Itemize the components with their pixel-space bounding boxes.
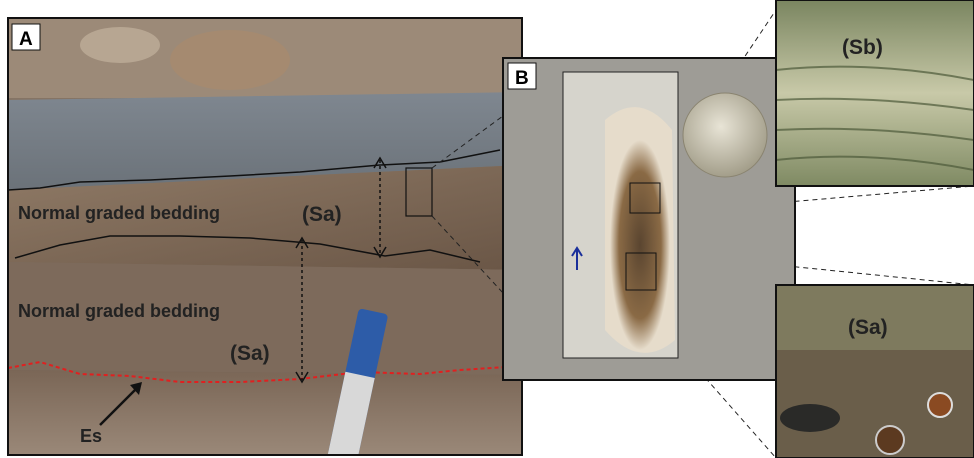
inset-label: (Sb) [842,36,883,59]
inset-top-photo [776,0,974,186]
panel-a-photo [8,18,522,458]
inset-label: (Sa) [848,316,888,339]
annotation: (Sa) [230,342,270,365]
annotation: (Sa) [302,203,342,226]
panel-b-photo [503,58,795,380]
annotation: Normal graded bedding [18,203,220,223]
annotation: Normal graded bedding [18,301,220,321]
annotation: Es [80,426,102,446]
panel-label: B [515,68,529,89]
inset-bottom-photo [776,285,974,458]
figure: A Normal graded bedding (Sa) Normal grad… [0,0,974,458]
panel-label: A [19,29,33,50]
